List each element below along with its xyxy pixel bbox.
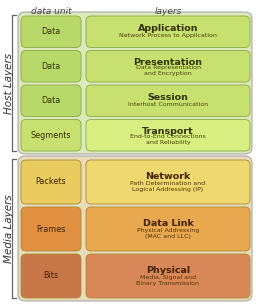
FancyBboxPatch shape bbox=[21, 50, 81, 82]
Text: Segments: Segments bbox=[31, 131, 71, 140]
Text: Application: Application bbox=[138, 24, 198, 33]
Text: Host Layers: Host Layers bbox=[4, 52, 14, 114]
FancyBboxPatch shape bbox=[21, 254, 81, 298]
FancyBboxPatch shape bbox=[21, 85, 81, 117]
FancyBboxPatch shape bbox=[86, 16, 250, 47]
Text: Transport: Transport bbox=[142, 127, 194, 136]
Text: Media, Signal and
Binary Transmission: Media, Signal and Binary Transmission bbox=[136, 275, 199, 286]
Text: Data Representation
and Encryption: Data Representation and Encryption bbox=[135, 65, 200, 76]
Text: Data: Data bbox=[41, 96, 61, 105]
Text: Frames: Frames bbox=[36, 225, 66, 233]
Text: layers: layers bbox=[154, 7, 182, 16]
FancyBboxPatch shape bbox=[21, 160, 81, 204]
FancyBboxPatch shape bbox=[21, 120, 81, 151]
FancyBboxPatch shape bbox=[21, 16, 81, 47]
Text: Physical Addressing
(MAC and LLC): Physical Addressing (MAC and LLC) bbox=[137, 228, 199, 239]
Text: Media Layers: Media Layers bbox=[4, 194, 14, 263]
FancyBboxPatch shape bbox=[86, 50, 250, 82]
Text: Data: Data bbox=[41, 62, 61, 71]
FancyBboxPatch shape bbox=[86, 254, 250, 298]
Text: Session: Session bbox=[148, 93, 188, 102]
Text: End-to-End Connections
and Reliability: End-to-End Connections and Reliability bbox=[130, 134, 206, 145]
FancyBboxPatch shape bbox=[86, 160, 250, 204]
FancyBboxPatch shape bbox=[18, 156, 252, 301]
Text: Network: Network bbox=[145, 172, 191, 181]
Text: Presentation: Presentation bbox=[133, 58, 203, 67]
FancyBboxPatch shape bbox=[18, 12, 252, 154]
Text: data unit: data unit bbox=[31, 7, 71, 16]
Text: Network Process to Application: Network Process to Application bbox=[119, 33, 217, 38]
FancyBboxPatch shape bbox=[21, 207, 81, 251]
FancyBboxPatch shape bbox=[86, 85, 250, 117]
Text: Path Determination and
Logical Addressing (IP): Path Determination and Logical Addressin… bbox=[131, 181, 206, 192]
Text: Physical: Physical bbox=[146, 266, 190, 275]
FancyBboxPatch shape bbox=[86, 120, 250, 151]
Text: Packets: Packets bbox=[36, 177, 66, 186]
Text: Data: Data bbox=[41, 27, 61, 36]
FancyBboxPatch shape bbox=[86, 207, 250, 251]
Text: Bits: Bits bbox=[43, 271, 58, 281]
Text: Data Link: Data Link bbox=[142, 219, 193, 228]
Text: Interhost Communication: Interhost Communication bbox=[128, 102, 208, 107]
